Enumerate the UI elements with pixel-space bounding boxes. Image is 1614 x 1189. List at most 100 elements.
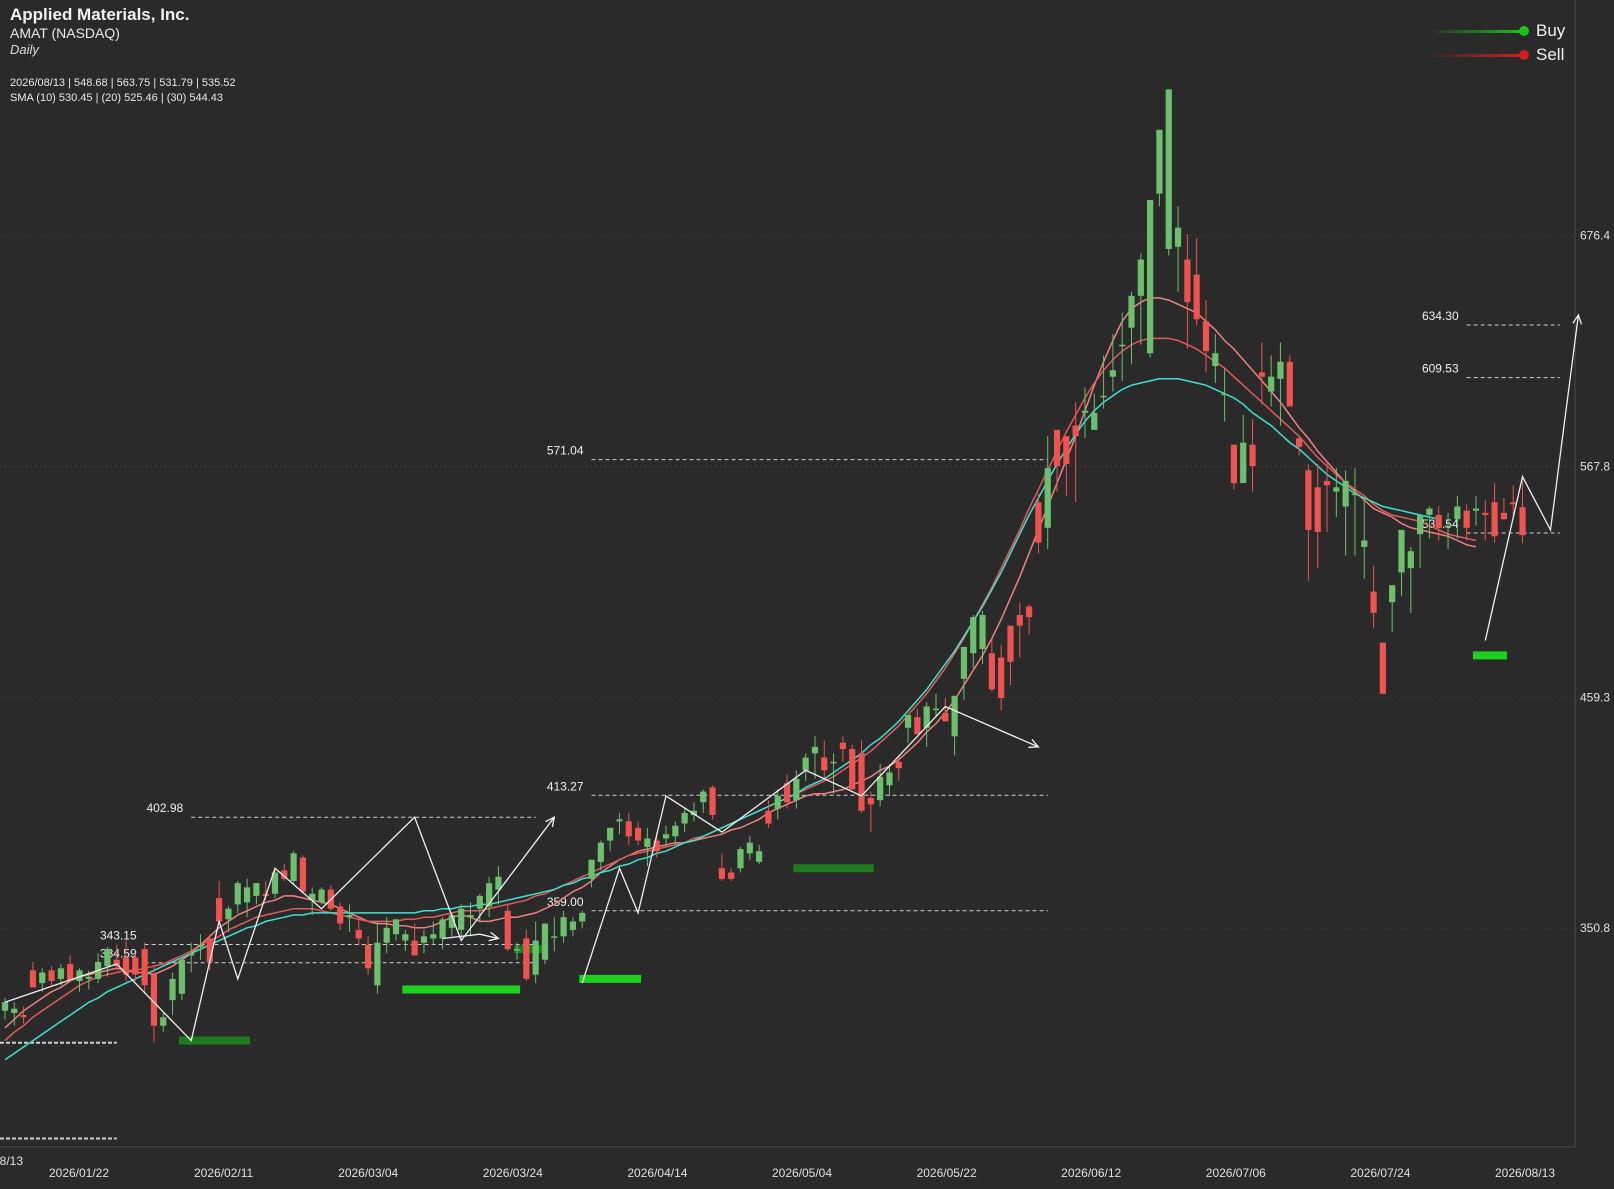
candle-up bbox=[318, 887, 325, 905]
candle-down bbox=[141, 942, 148, 994]
candles bbox=[1, 89, 1526, 1043]
candle-down bbox=[988, 638, 995, 692]
candle-down bbox=[1379, 642, 1386, 694]
candle-up bbox=[1091, 393, 1098, 430]
candle-down bbox=[1193, 238, 1200, 326]
arrow-head bbox=[1028, 738, 1040, 748]
candle-up bbox=[495, 866, 502, 905]
candle-down bbox=[1491, 483, 1498, 543]
candle-up bbox=[39, 968, 46, 992]
candle-up bbox=[1165, 89, 1172, 256]
candle-body bbox=[76, 970, 83, 982]
candle-down bbox=[20, 1006, 27, 1024]
candle-up bbox=[1137, 253, 1144, 345]
candle-body bbox=[1426, 508, 1433, 515]
candle-body bbox=[560, 917, 567, 937]
x-tick-label: 2026/03/04 bbox=[338, 1166, 398, 1180]
candle-down bbox=[998, 644, 1005, 711]
candle-body bbox=[1221, 393, 1228, 396]
candle-body bbox=[1119, 344, 1126, 347]
candle-up bbox=[737, 846, 744, 873]
candle-up bbox=[756, 844, 763, 864]
candle-down bbox=[718, 853, 725, 881]
candle-up bbox=[802, 753, 809, 781]
legend-line-sell bbox=[1429, 54, 1524, 57]
candle-body bbox=[337, 906, 344, 924]
candle-body bbox=[364, 944, 372, 969]
candle-body bbox=[1184, 259, 1191, 303]
x-tick-label: 2026/04/14 bbox=[627, 1166, 687, 1180]
candle-body bbox=[1212, 353, 1219, 367]
candle-body bbox=[290, 853, 297, 881]
candle-down bbox=[858, 740, 865, 813]
projection-arrows bbox=[4, 313, 1583, 1042]
candle-down bbox=[728, 868, 735, 881]
arrow-head bbox=[545, 815, 556, 828]
candle-up bbox=[1333, 468, 1340, 518]
candle-body bbox=[588, 859, 595, 879]
candle-up bbox=[681, 808, 688, 833]
x-tick-label: 2026/05/22 bbox=[917, 1166, 977, 1180]
candle-body bbox=[1491, 502, 1498, 537]
candle-up bbox=[188, 942, 195, 973]
y-tick-label: 350.8 bbox=[1580, 921, 1610, 935]
candle-up bbox=[1268, 355, 1275, 407]
candle-down bbox=[1026, 604, 1033, 635]
candle-body bbox=[374, 942, 381, 986]
candle-up bbox=[607, 827, 614, 852]
candle-body bbox=[681, 812, 688, 824]
candle-down bbox=[867, 791, 874, 833]
candle-body bbox=[1268, 376, 1275, 392]
candle-body bbox=[970, 617, 977, 654]
legend-item-buy[interactable]: Buy bbox=[1384, 20, 1574, 44]
candle-down bbox=[914, 708, 921, 735]
level-label: 402.98 bbox=[146, 801, 183, 815]
candle-body bbox=[1407, 551, 1414, 569]
legend-dot-sell bbox=[1519, 50, 1529, 60]
candle-body bbox=[1165, 89, 1172, 249]
candle-up bbox=[243, 878, 251, 918]
legend-item-sell[interactable]: Sell bbox=[1384, 44, 1574, 68]
candle-body bbox=[1100, 395, 1107, 398]
candle-body bbox=[625, 821, 632, 837]
candle-down bbox=[206, 934, 213, 971]
candle-body bbox=[1510, 502, 1517, 505]
candle-body bbox=[476, 895, 483, 909]
candle-down bbox=[942, 697, 949, 722]
candle-body bbox=[243, 887, 251, 903]
candle-up bbox=[597, 840, 604, 871]
candle-body bbox=[849, 749, 856, 790]
candle-body bbox=[951, 695, 958, 737]
candle-up bbox=[1147, 200, 1154, 358]
candle-up bbox=[1407, 546, 1414, 613]
candle-up bbox=[1128, 291, 1135, 364]
ohlc-readout: 2026/08/13 | 548.68 | 563.75 | 531.79 | … bbox=[10, 77, 236, 89]
candle-up bbox=[225, 906, 232, 933]
candle-body bbox=[48, 970, 55, 982]
candle-down bbox=[765, 800, 772, 828]
candle-body bbox=[1472, 508, 1480, 511]
candle-down bbox=[783, 774, 791, 809]
candle-body bbox=[392, 919, 400, 935]
candle-down bbox=[281, 863, 288, 881]
candle-up bbox=[700, 789, 707, 813]
candle-body bbox=[11, 1008, 18, 1013]
candle-body bbox=[662, 834, 670, 839]
candle-down bbox=[29, 961, 37, 988]
candle-body bbox=[309, 893, 316, 901]
candle-body bbox=[793, 778, 800, 801]
candle-up bbox=[402, 929, 409, 952]
candle-body bbox=[579, 912, 586, 922]
candle-body bbox=[1417, 514, 1424, 535]
candle-up bbox=[1174, 206, 1182, 292]
x-tick-label: 2026/01/22 bbox=[49, 1166, 109, 1180]
candle-body bbox=[1398, 529, 1405, 573]
candle-body bbox=[85, 976, 92, 979]
candle-up bbox=[513, 942, 521, 960]
candle-up bbox=[1389, 585, 1396, 633]
candle-body bbox=[225, 908, 232, 920]
candle-down bbox=[411, 923, 418, 956]
candle-down bbox=[1016, 602, 1023, 658]
candle-up bbox=[439, 917, 446, 950]
